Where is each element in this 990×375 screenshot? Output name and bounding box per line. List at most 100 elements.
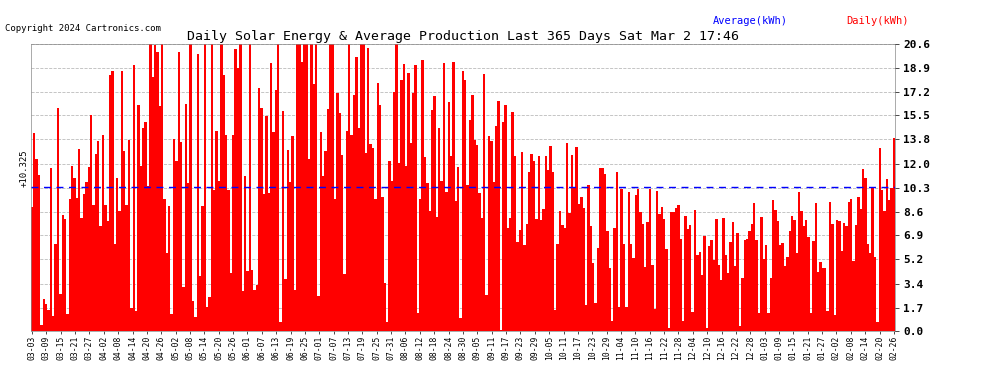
Bar: [197, 54, 199, 332]
Bar: [38, 175, 41, 332]
Bar: [142, 128, 145, 332]
Bar: [102, 135, 104, 332]
Bar: [388, 161, 391, 332]
Bar: [791, 216, 793, 332]
Bar: [549, 146, 551, 332]
Bar: [284, 279, 286, 332]
Bar: [121, 70, 123, 332]
Bar: [318, 296, 320, 332]
Bar: [886, 179, 888, 332]
Bar: [237, 68, 240, 332]
Title: Daily Solar Energy & Average Production Last 365 Days Sat Mar 2 17:46: Daily Solar Energy & Average Production …: [187, 30, 739, 43]
Bar: [732, 222, 735, 332]
Bar: [232, 135, 235, 332]
Bar: [611, 321, 614, 332]
Bar: [99, 226, 102, 332]
Bar: [859, 209, 862, 332]
Bar: [83, 194, 85, 332]
Bar: [76, 198, 78, 332]
Bar: [637, 189, 640, 332]
Bar: [192, 301, 194, 332]
Bar: [839, 221, 841, 332]
Bar: [575, 147, 578, 332]
Bar: [699, 252, 701, 332]
Bar: [817, 272, 820, 332]
Bar: [663, 219, 665, 332]
Bar: [163, 199, 165, 332]
Bar: [820, 262, 822, 332]
Bar: [836, 220, 839, 332]
Bar: [471, 95, 473, 332]
Bar: [447, 102, 449, 332]
Bar: [570, 155, 573, 332]
Bar: [737, 233, 739, 332]
Bar: [286, 150, 289, 332]
Bar: [767, 313, 769, 332]
Bar: [33, 133, 36, 332]
Bar: [87, 167, 90, 332]
Bar: [449, 156, 452, 332]
Bar: [279, 322, 282, 332]
Bar: [126, 205, 128, 332]
Bar: [327, 109, 329, 332]
Bar: [339, 113, 341, 332]
Bar: [272, 132, 274, 332]
Bar: [854, 225, 857, 332]
Bar: [194, 317, 197, 332]
Bar: [128, 140, 131, 332]
Bar: [551, 172, 554, 332]
Bar: [78, 149, 80, 332]
Bar: [810, 314, 812, 332]
Bar: [606, 231, 609, 332]
Bar: [755, 240, 757, 332]
Bar: [138, 105, 140, 332]
Bar: [216, 131, 218, 332]
Bar: [888, 200, 890, 332]
Bar: [772, 200, 774, 332]
Bar: [265, 116, 267, 332]
Bar: [725, 255, 727, 332]
Bar: [812, 242, 815, 332]
Bar: [204, 44, 206, 332]
Bar: [422, 60, 424, 332]
Bar: [240, 44, 242, 332]
Bar: [452, 62, 454, 332]
Bar: [502, 122, 504, 332]
Bar: [507, 228, 509, 332]
Bar: [730, 242, 732, 332]
Bar: [52, 316, 54, 332]
Bar: [869, 254, 871, 332]
Bar: [374, 199, 376, 332]
Bar: [419, 199, 422, 332]
Bar: [580, 197, 582, 332]
Bar: [253, 290, 255, 332]
Bar: [367, 48, 369, 332]
Bar: [400, 80, 403, 332]
Bar: [54, 244, 56, 332]
Bar: [476, 145, 478, 332]
Bar: [185, 104, 187, 332]
Bar: [660, 207, 663, 332]
Bar: [504, 105, 507, 332]
Text: +10.325: +10.325: [19, 150, 28, 188]
Bar: [255, 285, 258, 332]
Bar: [153, 45, 156, 332]
Bar: [762, 259, 765, 332]
Bar: [625, 307, 628, 332]
Bar: [350, 135, 352, 332]
Bar: [274, 90, 277, 332]
Bar: [602, 168, 604, 332]
Bar: [585, 306, 587, 332]
Bar: [845, 226, 847, 332]
Bar: [386, 322, 388, 332]
Bar: [223, 75, 225, 332]
Bar: [206, 308, 208, 332]
Bar: [68, 199, 71, 332]
Bar: [395, 44, 398, 332]
Bar: [568, 213, 570, 332]
Bar: [536, 219, 538, 332]
Bar: [824, 268, 827, 332]
Bar: [796, 253, 798, 332]
Bar: [483, 74, 485, 332]
Bar: [313, 84, 315, 332]
